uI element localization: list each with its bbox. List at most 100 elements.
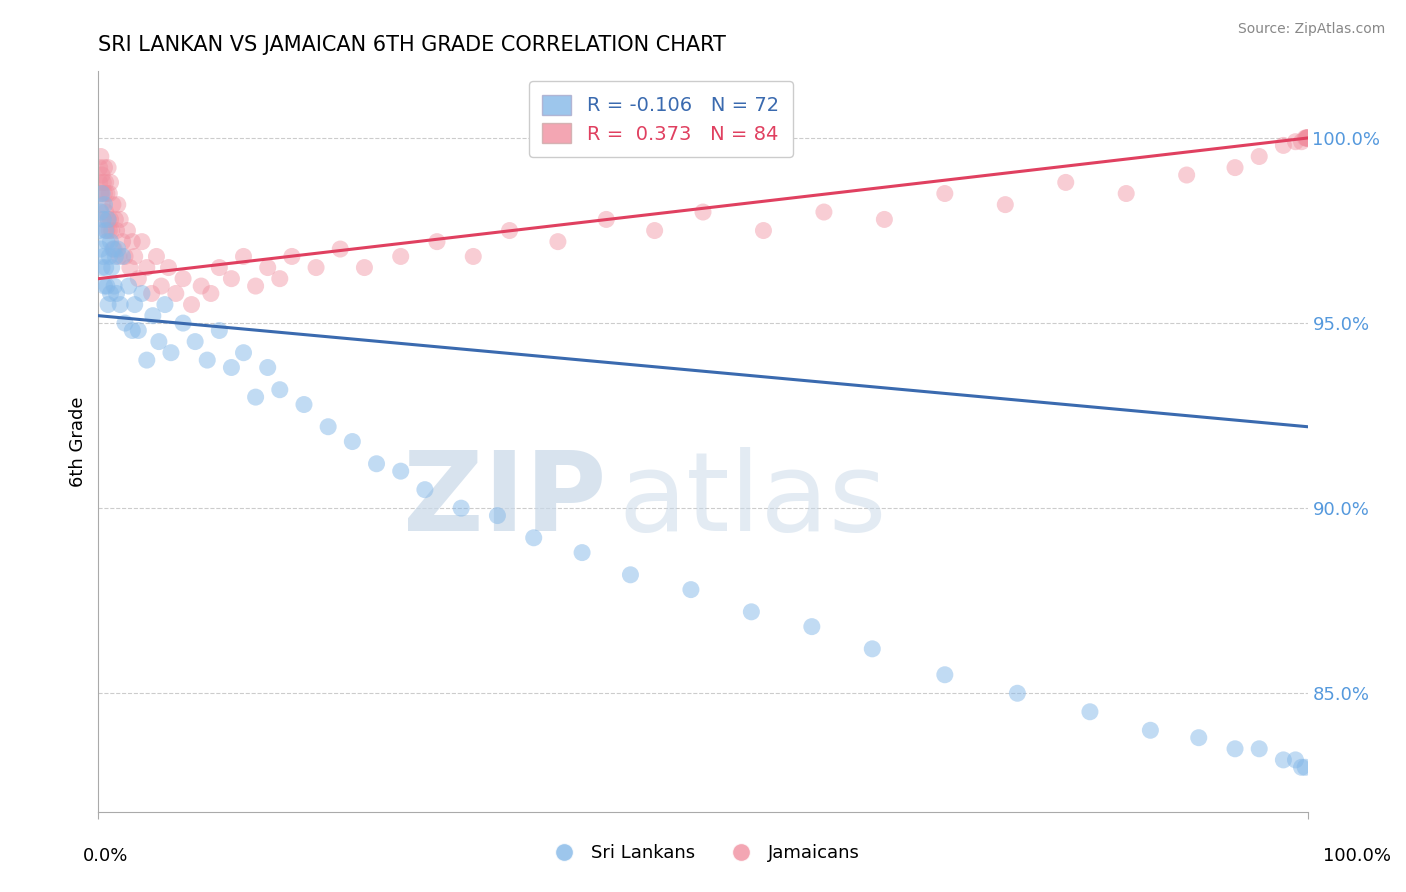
Point <box>245 390 267 404</box>
Point <box>127 271 149 285</box>
Point <box>100 235 122 249</box>
Point <box>89 161 111 175</box>
Point <box>94 260 117 275</box>
Point <box>1296 131 1319 145</box>
Point <box>96 279 118 293</box>
Point <box>486 508 509 523</box>
Point <box>1223 161 1246 175</box>
Point <box>105 223 128 237</box>
Point <box>93 161 115 175</box>
Point <box>1296 131 1319 145</box>
Point <box>232 249 254 263</box>
Point <box>97 212 120 227</box>
Point <box>180 297 202 311</box>
Text: SRI LANKAN VS JAMAICAN 6TH GRADE CORRELATION CHART: SRI LANKAN VS JAMAICAN 6TH GRADE CORRELA… <box>98 35 727 54</box>
Point <box>160 345 183 359</box>
Point <box>150 279 173 293</box>
Point <box>90 149 112 163</box>
Point <box>104 249 127 263</box>
Point <box>994 197 1017 211</box>
Point <box>142 309 165 323</box>
Point <box>141 286 163 301</box>
Point <box>153 297 176 311</box>
Point <box>1175 168 1198 182</box>
Point <box>98 186 121 201</box>
Point <box>91 212 114 227</box>
Point <box>195 353 218 368</box>
Point <box>135 353 157 368</box>
Point <box>100 223 122 237</box>
Point <box>752 223 775 237</box>
Point <box>165 286 187 301</box>
Point <box>413 483 436 497</box>
Point <box>1272 753 1295 767</box>
Point <box>1054 175 1077 189</box>
Point <box>98 223 121 237</box>
Point <box>127 323 149 337</box>
Point <box>389 249 412 263</box>
Point <box>1078 705 1101 719</box>
Point <box>571 545 593 559</box>
Point <box>269 271 291 285</box>
Point <box>190 279 212 293</box>
Point <box>498 223 520 237</box>
Point <box>124 249 146 263</box>
Point <box>114 249 136 263</box>
Point <box>90 205 112 219</box>
Text: atlas: atlas <box>619 447 887 554</box>
Point <box>1249 741 1271 756</box>
Point <box>1291 760 1313 774</box>
Point <box>94 223 117 237</box>
Point <box>118 260 141 275</box>
Point <box>91 175 114 189</box>
Point <box>96 235 118 249</box>
Point <box>94 205 117 219</box>
Point <box>121 323 143 337</box>
Point <box>200 286 222 301</box>
Point <box>389 464 412 478</box>
Point <box>93 279 115 293</box>
Point <box>93 186 115 201</box>
Point <box>800 619 823 633</box>
Point <box>692 205 714 219</box>
Text: 0.0%: 0.0% <box>83 847 128 864</box>
Point <box>1007 686 1029 700</box>
Point <box>104 212 127 227</box>
Point <box>329 242 352 256</box>
Point <box>89 175 111 189</box>
Point <box>108 249 131 263</box>
Point <box>108 212 131 227</box>
Point <box>184 334 207 349</box>
Point <box>1294 760 1316 774</box>
Point <box>232 345 254 359</box>
Text: Source: ZipAtlas.com: Source: ZipAtlas.com <box>1237 22 1385 37</box>
Point <box>740 605 762 619</box>
Point <box>813 205 835 219</box>
Point <box>148 334 170 349</box>
Point <box>523 531 546 545</box>
Point <box>256 360 278 375</box>
Point <box>98 249 121 263</box>
Point <box>316 419 339 434</box>
Point <box>1272 138 1295 153</box>
Point <box>619 567 641 582</box>
Point <box>1294 131 1316 145</box>
Point <box>1223 741 1246 756</box>
Point <box>292 397 315 411</box>
Point <box>93 197 115 211</box>
Point <box>103 279 125 293</box>
Point <box>1139 723 1161 738</box>
Point <box>91 260 114 275</box>
Point <box>595 212 617 227</box>
Y-axis label: 6th Grade: 6th Grade <box>69 396 87 487</box>
Point <box>873 212 896 227</box>
Point <box>100 286 122 301</box>
Point <box>107 197 129 211</box>
Point <box>100 175 122 189</box>
Point <box>124 297 146 311</box>
Point <box>463 249 485 263</box>
Point <box>91 212 114 227</box>
Point <box>118 279 141 293</box>
Text: 100.0%: 100.0% <box>1323 847 1391 864</box>
Point <box>172 316 194 330</box>
